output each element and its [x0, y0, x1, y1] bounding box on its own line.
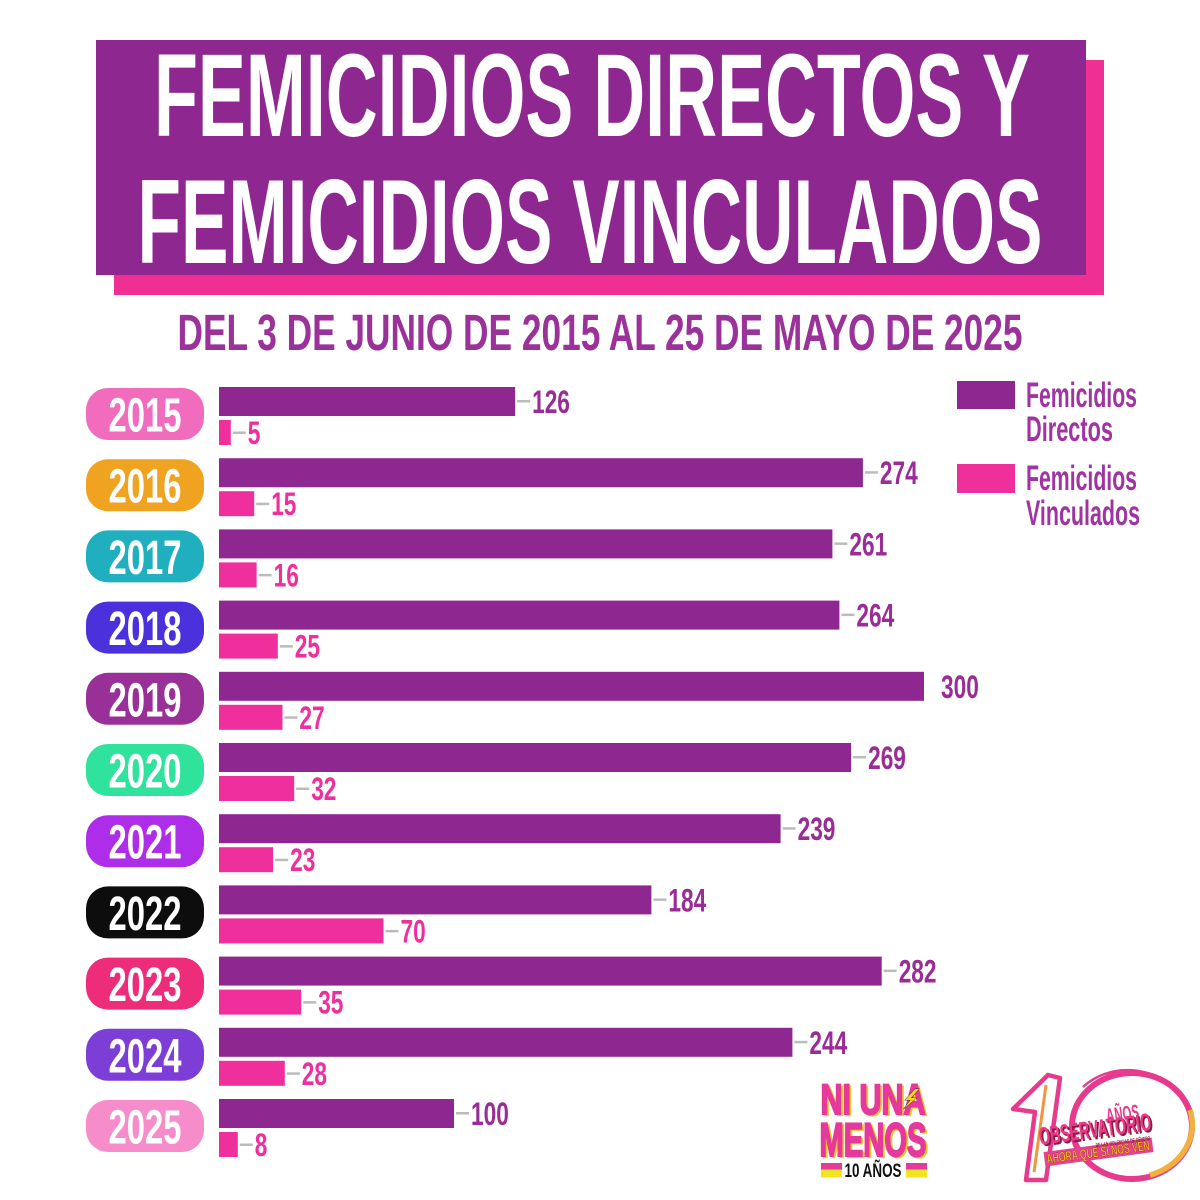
- svg-text:239: 239: [798, 811, 836, 847]
- svg-text:2025: 2025: [109, 1102, 182, 1155]
- svg-text:2015: 2015: [109, 390, 182, 443]
- svg-text:FEMICIDIOS VINCULADOS: FEMICIDIOS VINCULADOS: [138, 155, 1043, 289]
- svg-text:Directos: Directos: [1026, 410, 1113, 449]
- svg-text:2022: 2022: [109, 888, 182, 941]
- svg-text:28: 28: [302, 1056, 327, 1092]
- svg-text:2024: 2024: [109, 1030, 182, 1083]
- svg-text:269: 269: [868, 740, 906, 776]
- svg-text:2017: 2017: [109, 532, 182, 585]
- svg-text:FEMICIDIOS DIRECTOS Y: FEMICIDIOS DIRECTOS Y: [154, 30, 1030, 162]
- svg-text:23: 23: [290, 842, 315, 878]
- svg-text:300: 300: [941, 669, 979, 705]
- svg-text:MENOS: MENOS: [820, 1113, 927, 1166]
- svg-text:2020: 2020: [109, 746, 182, 799]
- svg-text:2023: 2023: [109, 959, 182, 1012]
- svg-text:27: 27: [299, 700, 324, 736]
- svg-text:AÑOS: AÑOS: [1105, 1101, 1141, 1128]
- svg-text:126: 126: [532, 384, 570, 420]
- svg-text:35: 35: [318, 985, 343, 1021]
- svg-text:282: 282: [899, 954, 937, 990]
- svg-text:8: 8: [255, 1127, 268, 1163]
- svg-text:32: 32: [311, 771, 336, 807]
- svg-text:274: 274: [880, 455, 918, 491]
- svg-text:15: 15: [271, 486, 296, 522]
- svg-text:2018: 2018: [109, 603, 182, 656]
- svg-text:100: 100: [471, 1096, 509, 1132]
- svg-text:70: 70: [401, 913, 426, 949]
- svg-text:DEL 3 DE JUNIO DE 2015 AL 25 D: DEL 3 DE JUNIO DE 2015 AL 25 DE MAYO DE …: [178, 304, 1023, 361]
- svg-text:10 AÑOS: 10 AÑOS: [845, 1160, 902, 1182]
- svg-text:Vinculados: Vinculados: [1026, 494, 1140, 533]
- svg-text:2021: 2021: [109, 817, 182, 870]
- svg-text:244: 244: [809, 1025, 847, 1061]
- svg-text:Femicidios: Femicidios: [1026, 376, 1137, 415]
- svg-text:2016: 2016: [109, 461, 182, 514]
- svg-text:MENOS: MENOS: [822, 1115, 929, 1168]
- svg-text:16: 16: [274, 557, 299, 593]
- svg-text:261: 261: [849, 526, 887, 562]
- svg-text:5: 5: [248, 415, 261, 451]
- svg-text:184: 184: [668, 882, 706, 918]
- svg-text:25: 25: [295, 629, 320, 665]
- svg-text:Femicidios: Femicidios: [1026, 459, 1137, 498]
- svg-text:2019: 2019: [109, 674, 182, 727]
- svg-text:264: 264: [856, 598, 894, 634]
